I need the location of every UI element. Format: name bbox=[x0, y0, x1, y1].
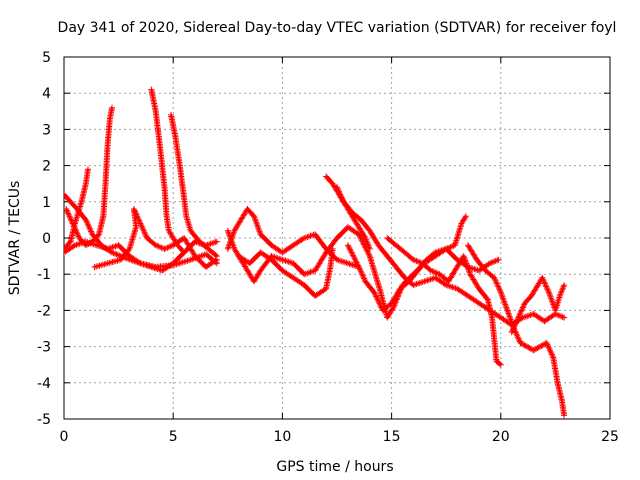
series-markers bbox=[148, 86, 188, 256]
y-axis-title: SDTVAR / TECUs bbox=[7, 181, 23, 296]
x-axis-title: GPS time / hours bbox=[276, 459, 393, 475]
y-tick-label: 0 bbox=[42, 231, 51, 247]
series-track-7 bbox=[168, 111, 220, 260]
series-track-13 bbox=[344, 213, 469, 314]
series-markers bbox=[91, 206, 220, 270]
chart-title: Day 341 of 2020, Sidereal Day-to-day VTE… bbox=[58, 20, 617, 36]
y-tick-label: 2 bbox=[42, 159, 51, 175]
series-markers bbox=[235, 245, 336, 299]
series-track-3 bbox=[64, 104, 115, 249]
series-markers bbox=[323, 173, 373, 252]
series-markers bbox=[224, 206, 362, 270]
x-tick-label: 15 bbox=[383, 429, 401, 445]
series-track-8 bbox=[224, 206, 362, 270]
series-track-14 bbox=[384, 235, 504, 368]
x-tick-label: 0 bbox=[60, 429, 69, 445]
y-tick-label: -2 bbox=[37, 303, 51, 319]
series-track-16 bbox=[508, 274, 568, 336]
y-tick-label: 1 bbox=[42, 195, 51, 211]
series-line bbox=[346, 215, 467, 312]
series-markers bbox=[168, 111, 220, 260]
series-track-6 bbox=[148, 86, 188, 256]
y-tick-label: 5 bbox=[42, 50, 51, 66]
series-markers bbox=[64, 104, 115, 249]
x-tick-label: 20 bbox=[492, 429, 510, 445]
series-track-11 bbox=[323, 173, 373, 252]
grid bbox=[64, 57, 610, 419]
y-tick-label: -4 bbox=[37, 376, 51, 392]
data-series bbox=[64, 86, 568, 419]
series-track-12 bbox=[334, 184, 568, 328]
series-line bbox=[386, 237, 502, 366]
series-track-10 bbox=[235, 245, 336, 299]
y-tick-label: -3 bbox=[37, 340, 51, 356]
series-track-5 bbox=[91, 206, 220, 270]
y-tick-label: -5 bbox=[37, 412, 51, 428]
y-tick-label: 3 bbox=[42, 122, 51, 138]
x-tick-label: 5 bbox=[169, 429, 178, 445]
y-tick-label: 4 bbox=[42, 86, 51, 102]
series-markers bbox=[508, 274, 568, 336]
axis-ticks: 0 5 10 15 20 25 -5 -4 -3 -2 -1 0 1 2 3 4 5 bbox=[37, 50, 619, 445]
y-tick-label: -1 bbox=[37, 267, 51, 283]
series-markers bbox=[384, 235, 504, 368]
series-markers bbox=[334, 184, 568, 328]
series-markers bbox=[344, 213, 469, 314]
x-tick-label: 25 bbox=[601, 429, 619, 445]
x-tick-label: 10 bbox=[273, 429, 291, 445]
